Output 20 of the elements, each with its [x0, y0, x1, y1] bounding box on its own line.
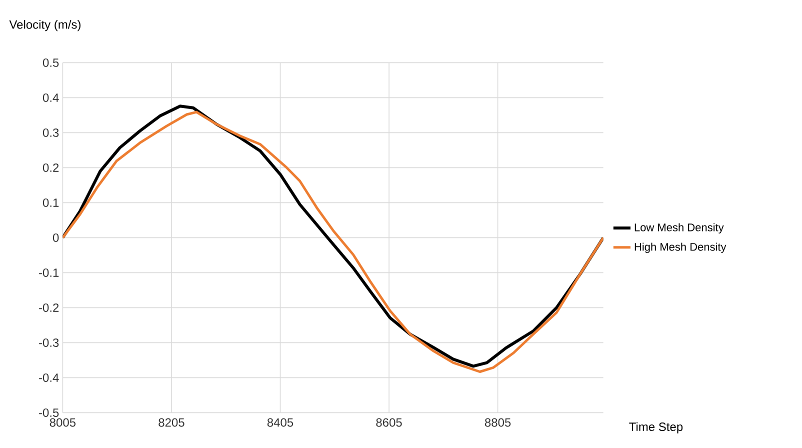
y-axis-title: Velocity (m/s)	[9, 20, 80, 32]
y-tick-label: 0.2	[42, 163, 59, 172]
x-tick-label: 8605	[376, 418, 402, 427]
y-tick-label: -0.2	[39, 303, 59, 312]
x-tick-label: 8805	[484, 418, 511, 427]
y-tick-label: 0.1	[42, 198, 59, 207]
x-tick-label: 8205	[158, 418, 184, 427]
y-tick-label: -0.3	[39, 338, 59, 347]
x-tick-label: 8005	[50, 418, 76, 427]
y-tick-label: -0.4	[39, 373, 59, 382]
x-tick-label: 8405	[267, 418, 294, 427]
y-tick-label: 0.5	[42, 58, 59, 67]
y-tick-label: -0.5	[39, 408, 59, 417]
x-axis-title: Time Step	[629, 422, 683, 434]
legend-label: Low Mesh Density	[634, 223, 724, 234]
y-tick-label: 0.4	[42, 93, 59, 102]
y-tick-label: -0.1	[39, 268, 59, 277]
legend-label: High Mesh Density	[634, 242, 726, 253]
y-tick-label: 0	[52, 233, 59, 242]
y-tick-label: 0.3	[42, 128, 59, 137]
